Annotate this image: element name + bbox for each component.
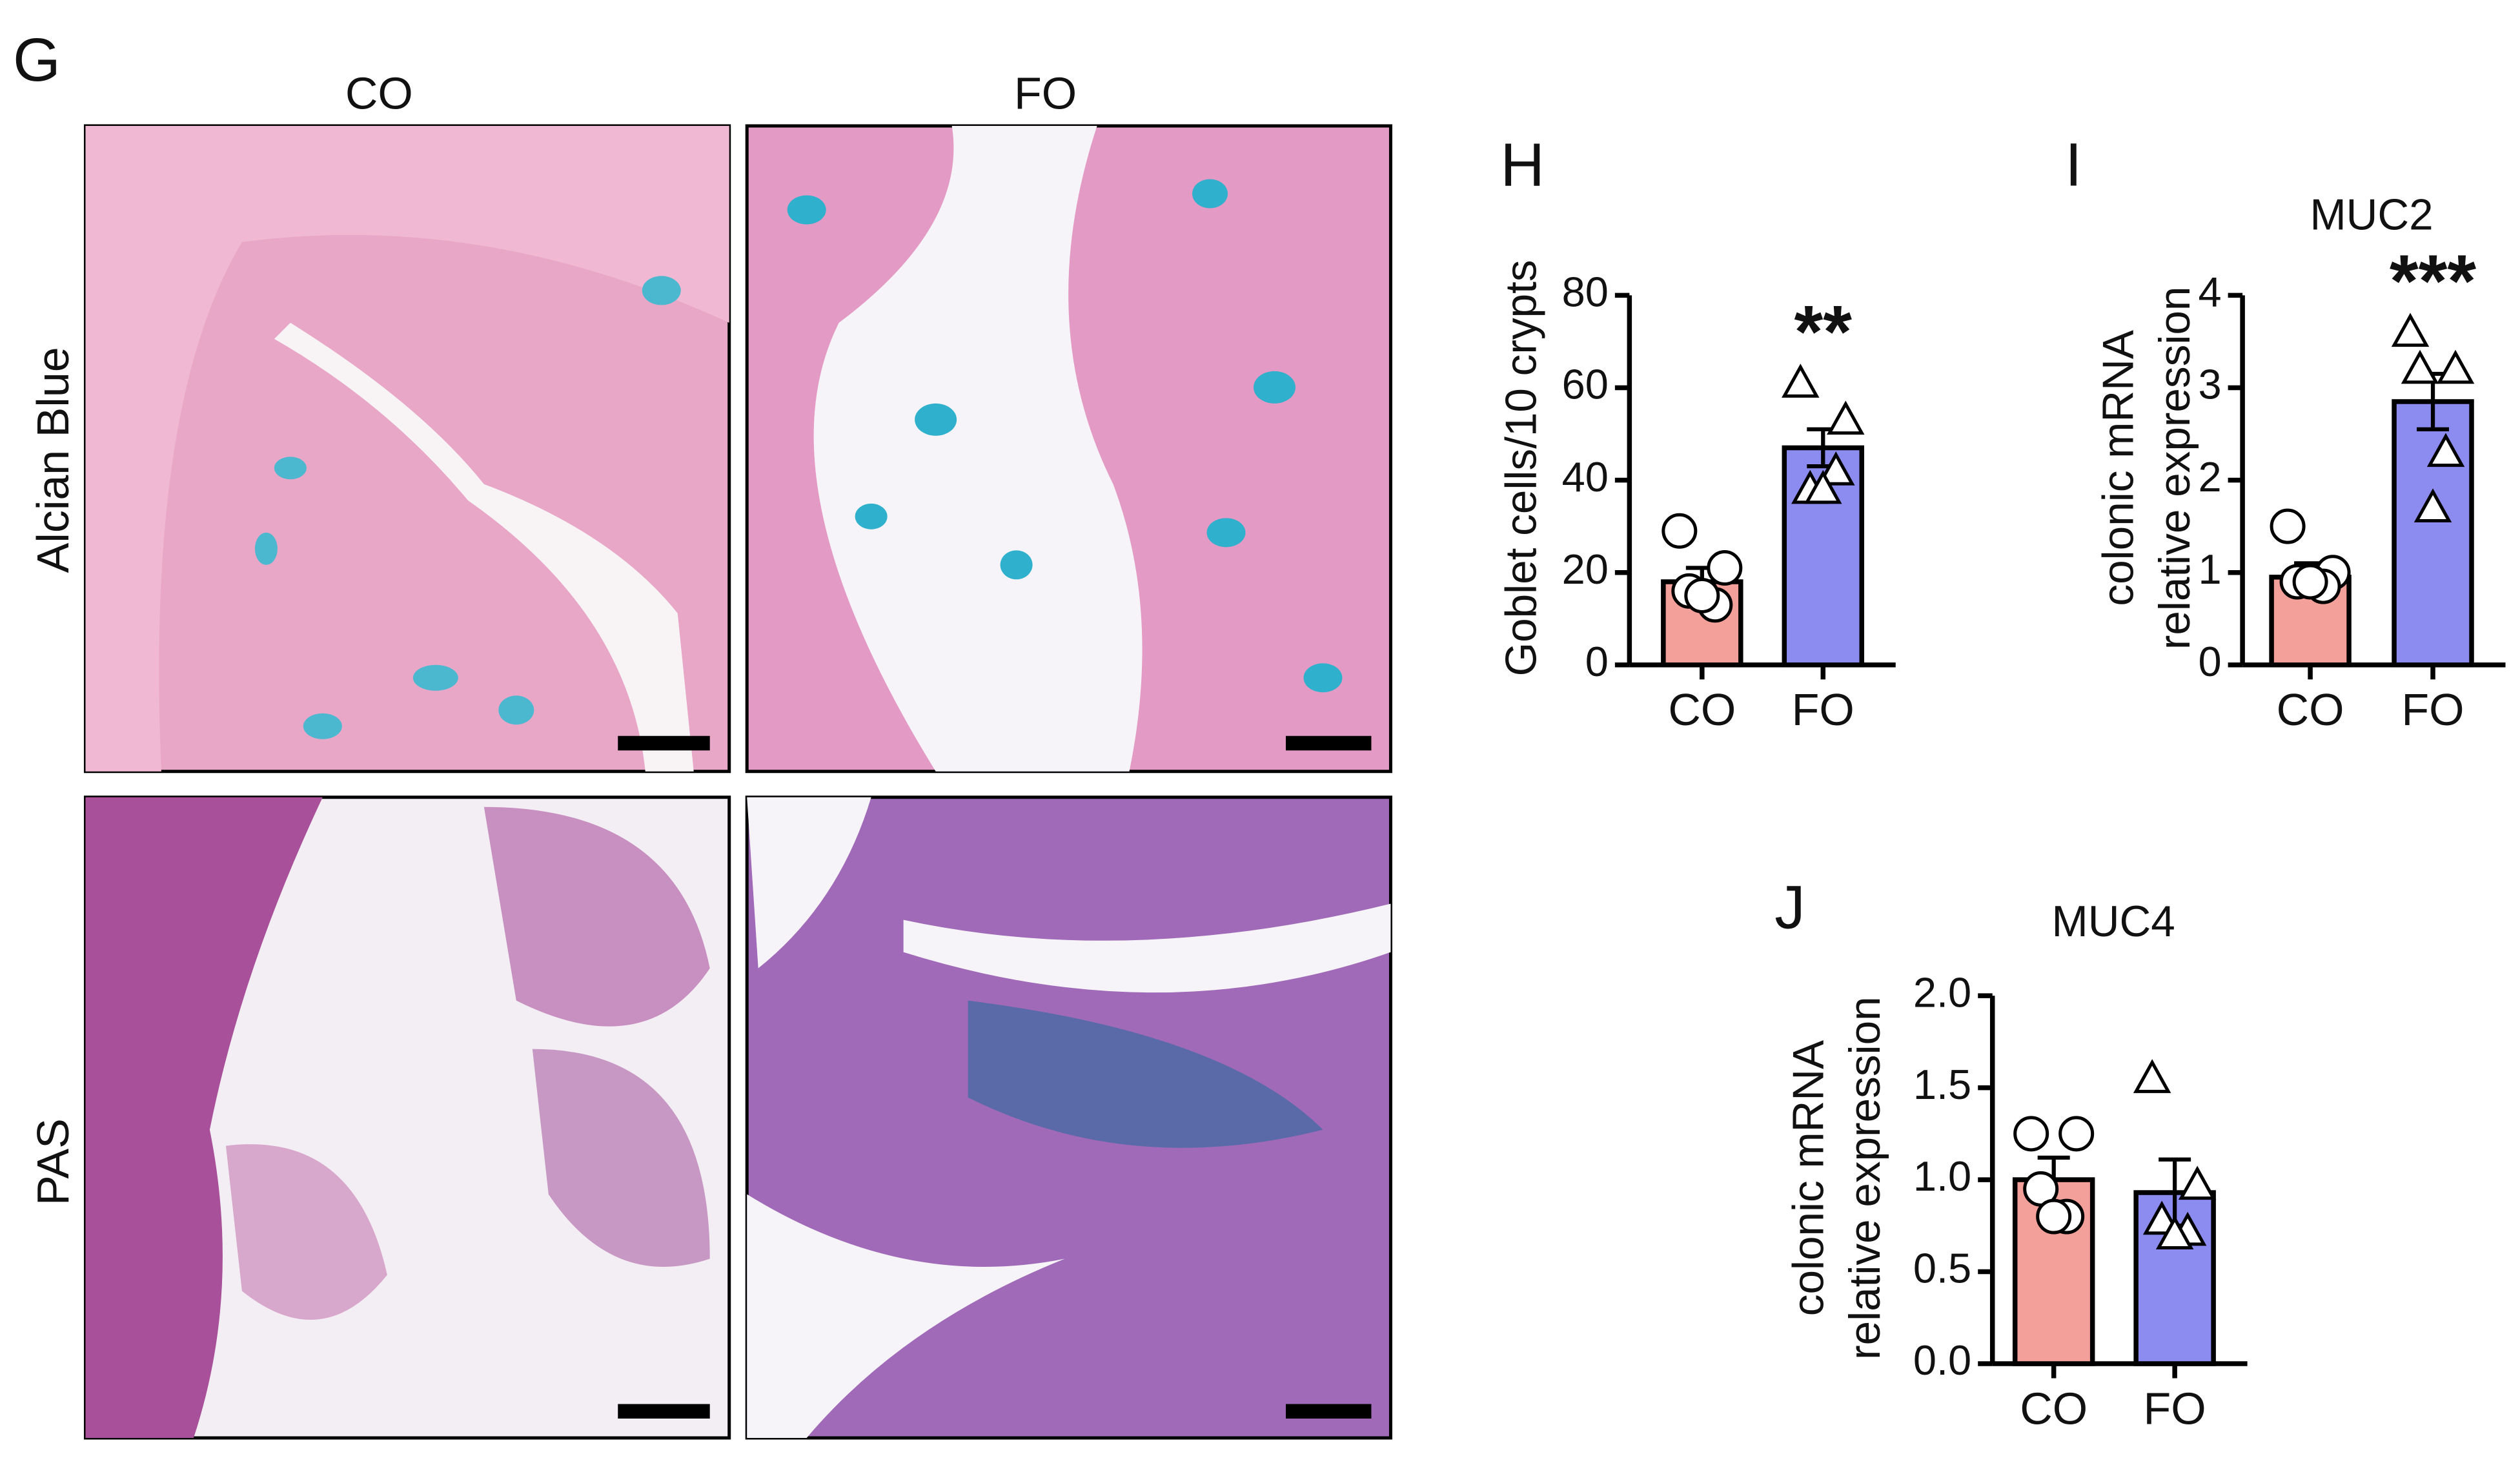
x-tick-label: CO — [2277, 684, 2344, 735]
x-tick-label: FO — [2144, 1383, 2206, 1433]
data-point — [2178, 1165, 2217, 1200]
data-point — [2401, 349, 2439, 384]
row-label: Alcian Blue — [28, 347, 78, 573]
panel-label: J — [1774, 873, 1805, 941]
panel-label: I — [2065, 131, 2082, 200]
y-tick-label: 1 — [2198, 546, 2221, 593]
bar — [2392, 399, 2474, 668]
data-point — [2036, 1198, 2072, 1235]
column-label: CO — [345, 68, 413, 118]
data-point — [1707, 550, 1743, 586]
data-point — [2292, 564, 2328, 600]
data-point — [1684, 577, 1720, 613]
data-point — [2155, 1215, 2194, 1250]
data-point — [1817, 451, 1855, 486]
micrograph — [83, 124, 731, 774]
data-point — [1661, 513, 1698, 549]
x-tick-label: FO — [1792, 684, 1854, 735]
micrograph — [83, 795, 731, 1440]
panel-label: H — [1500, 131, 1545, 200]
y-tick-label: 4 — [2198, 269, 2221, 316]
data-point — [2270, 508, 2306, 544]
data-point — [1827, 400, 1865, 435]
y-tick-label: 20 — [1562, 546, 1609, 593]
data-point — [2391, 313, 2430, 347]
y-tick-label: 1.0 — [1913, 1153, 1971, 1200]
data-point — [2058, 1116, 2095, 1152]
data-point — [2013, 1116, 2049, 1152]
data-point — [2426, 433, 2465, 467]
x-tick-label: FO — [2401, 684, 2464, 735]
data-point — [2413, 488, 2452, 523]
row-label: PAS — [28, 1118, 78, 1205]
column-label: FO — [1014, 68, 1077, 118]
data-point — [2133, 1059, 2171, 1093]
chart-title: MUC4 — [2052, 898, 2175, 946]
significance: ** — [1794, 291, 1853, 374]
panel-label: G — [13, 26, 61, 94]
y-tick-label: 40 — [1562, 453, 1609, 500]
y-tick-label: 60 — [1562, 361, 1609, 408]
y-tick-label: 1.5 — [1913, 1061, 1971, 1108]
micrograph — [745, 124, 1392, 774]
data-point — [1804, 469, 1842, 504]
micrograph — [745, 795, 1392, 1440]
y-tick-label: 2.0 — [1913, 969, 1971, 1016]
x-tick-label: CO — [2020, 1383, 2088, 1433]
data-point — [1782, 364, 1820, 398]
y-axis-label: relative expression — [2151, 287, 2199, 650]
y-tick-label: 3 — [2198, 361, 2221, 408]
y-tick-label: 0 — [1585, 638, 1609, 685]
y-axis-label: colonic mRNA — [1785, 1040, 1833, 1316]
y-axis-label: relative expression — [1841, 996, 1889, 1360]
y-tick-label: 0.0 — [1913, 1337, 1971, 1384]
data-point — [2436, 349, 2475, 384]
x-tick-label: CO — [1668, 684, 1736, 735]
y-axis-label: colonic mRNA — [2094, 330, 2142, 606]
y-tick-label: 0.5 — [1913, 1245, 1971, 1292]
y-tick-label: 0 — [2198, 638, 2221, 685]
chart-title: MUC2 — [2310, 190, 2433, 239]
y-tick-label: 80 — [1562, 269, 1609, 316]
y-axis-label: Goblet cells/10 crypts — [1498, 260, 1546, 676]
y-tick-label: 2 — [2198, 453, 2221, 500]
significance: *** — [2390, 240, 2476, 323]
